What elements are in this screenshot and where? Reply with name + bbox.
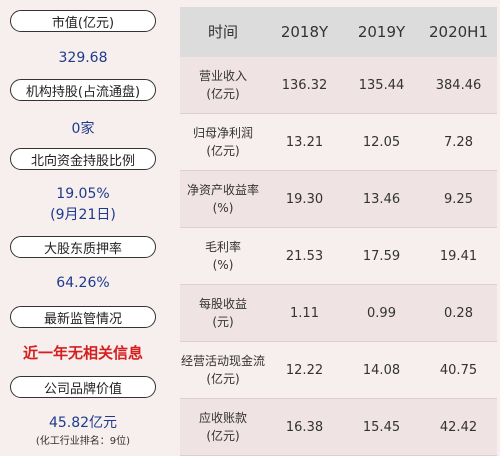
label-text: 机构持股(占流通盘) [25,84,141,100]
table-cell: 136.32 [281,77,328,93]
brand-value-label: 公司品牌价值 [10,376,156,398]
institution-holding-label: 机构持股(占流通盘) [10,79,156,101]
northbound-ratio-value: 19.05% [56,186,110,202]
regulation-value: 近一年无相关信息 [22,344,143,362]
metric-unit: (亿元) [206,429,240,443]
metric-unit: (%) [212,201,234,215]
brand-rank-note: (化工行业排名：9位) [35,436,131,447]
table-cell: 384.46 [435,77,482,93]
table-cell: 0.28 [444,305,473,321]
table-cell: 14.08 [362,362,401,378]
financial-table: 时间 2018Y 2019Y 2020H1 营业收入 (亿元) 136.32 135.… [180,7,497,456]
pledge-rate-label: 大股东质押率 [10,236,156,258]
northbound-ratio-label: 北向资金持股比例 [10,148,156,170]
header-2020h1: 2020H1 [429,23,488,41]
market-cap-value: 329.68 [58,50,108,66]
metric-name: 经营活动现金流 [180,354,265,368]
table-cell: 9.25 [444,191,473,207]
row-metric-name: 毛利率 (%) [180,238,266,274]
metric-name: 归母净利润 [192,126,253,140]
table-cell: 7.28 [444,134,473,150]
metric-name: 应收账款 [198,411,247,425]
metric-unit: (亿元) [206,144,240,158]
metric-name: 净资产收益率 [186,183,259,197]
brand-value-value: 45.82亿元 [48,415,118,431]
table-cell: 17.59 [362,248,401,264]
row-metric-name: 每股收益 (元) [180,295,266,331]
table-row: 归母净利润 (亿元) 13.21 12.05 7.28 [180,114,497,171]
header-time: 时间 [207,23,238,41]
table-row: 毛利率 (%) 21.53 17.59 19.41 [180,228,497,285]
table-cell: 0.99 [367,305,396,321]
row-metric-name: 应收账款 (亿元) [180,409,266,445]
table-cell: 40.75 [439,362,478,378]
left-panel: 市值(亿元) 329.68 机构持股(占流通盘) 0家 北向资金持股比例 19.… [0,0,165,452]
row-metric-name: 营业收入 (亿元) [180,67,266,103]
market-cap-label: 市值(亿元) [10,10,156,32]
regulation-label: 最新监管情况 [10,306,156,328]
northbound-ratio-date: (9月21日) [50,207,116,223]
table-row: 营业收入 (亿元) 136.32 135.44 384.46 [180,57,497,114]
table-body: 营业收入 (亿元) 136.32 135.44 384.46 归母净利润 (亿元) 13.21… [180,57,497,456]
header-2019: 2019Y [357,23,406,41]
table-row: 净资产收益率 (%) 19.30 13.46 9.25 [180,171,497,228]
row-metric-name: 净资产收益率 (%) [180,181,266,217]
metric-unit: (亿元) [206,87,240,101]
label-text: 北向资金持股比例 [30,153,135,169]
metric-unit: (亿元) [206,372,240,386]
table-cell: 13.46 [362,191,401,207]
institution-holding-value: 0家 [71,121,95,137]
table-cell: 19.41 [439,248,478,264]
table-header: 时间 2018Y 2019Y 2020H1 [180,7,497,57]
label-text: 大股东质押率 [43,241,122,257]
table-row: 每股收益 (元) 1.11 0.99 0.28 [180,285,497,342]
table-cell: 42.42 [439,419,478,435]
pledge-rate-value: 64.26% [56,275,110,291]
table-cell: 12.22 [285,362,324,378]
header-2018: 2018Y [280,23,329,41]
table-row: 应收账款 (亿元) 16.38 15.45 42.42 [180,399,497,456]
row-metric-name: 经营活动现金流 (亿元) [180,352,266,388]
table-cell: 135.44 [358,77,405,93]
label-text: 公司品牌价值 [43,381,122,397]
table-cell: 13.21 [285,134,324,150]
table-cell: 19.30 [285,191,324,207]
table-cell: 12.05 [362,134,401,150]
table-cell: 21.53 [285,248,324,264]
metric-name: 营业收入 [198,69,247,83]
table-cell: 16.38 [285,419,324,435]
label-text: 最新监管情况 [43,311,122,327]
metric-name: 每股收益 [198,297,247,311]
table-cell: 15.45 [362,419,401,435]
metric-name: 毛利率 [204,240,241,254]
table-row: 经营活动现金流 (亿元) 12.22 14.08 40.75 [180,342,497,399]
label-text: 市值(亿元) [51,15,115,31]
row-metric-name: 归母净利润 (亿元) [180,124,266,160]
metric-unit: (元) [212,315,234,329]
table-cell: 1.11 [290,305,319,321]
metric-unit: (%) [212,258,234,272]
